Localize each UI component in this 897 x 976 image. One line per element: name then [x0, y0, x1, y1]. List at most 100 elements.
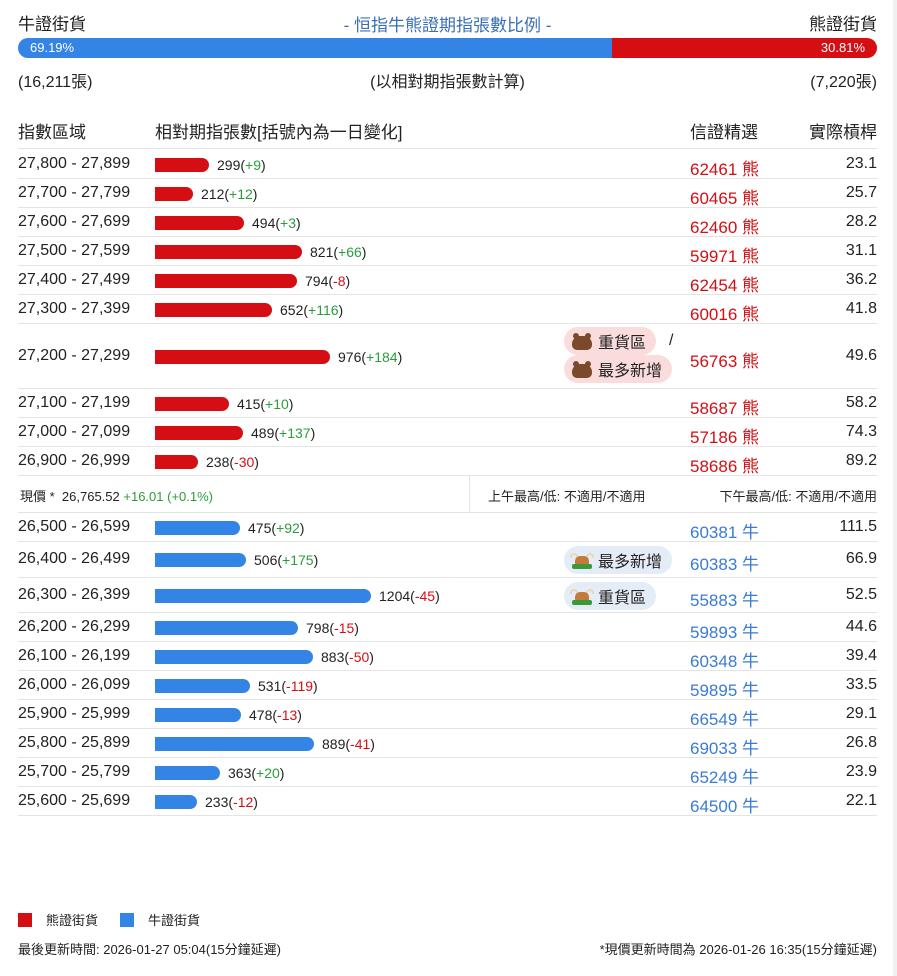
- count-row: (16,211張) (以相對期指張數計算) (7,220張): [18, 68, 877, 91]
- count-value: 531: [258, 677, 282, 694]
- warrant-code-link[interactable]: 59893 牛: [690, 622, 759, 642]
- warrant-code-link[interactable]: 56763 熊: [690, 351, 759, 371]
- legend-item-bull: 牛證街貨: [120, 910, 200, 929]
- legend: 熊證街貨 牛證街貨: [18, 910, 222, 929]
- badge-separator: /: [669, 332, 674, 349]
- contract-count: 475(+92): [248, 519, 305, 536]
- current-price-row: 現價 * 26,765.52 +16.01 (+0.1%) 上午最高/低: 不適…: [18, 475, 877, 513]
- most-new-badge: 最多新增: [564, 355, 673, 383]
- table-row: 26,300 - 26,399 1204(-45) 55883 牛 52.5 重貨區: [18, 578, 877, 613]
- count-value: 889: [322, 735, 346, 752]
- index-range: 26,300 - 26,399: [18, 585, 131, 603]
- bull-icon: [570, 586, 594, 606]
- contract-bar: [155, 794, 197, 809]
- heavy-zone-badge: 重貨區: [564, 581, 657, 610]
- bull-icon-part: [572, 564, 592, 569]
- bull-percentage: 69.19%: [30, 40, 75, 55]
- index-range: 26,500 - 26,599: [18, 517, 131, 535]
- effective-leverage: 28.2: [845, 212, 877, 230]
- bear-icon-part: [572, 336, 592, 350]
- table-row: 27,500 - 27,599 821(+66) 59971 熊 31.1: [18, 237, 877, 266]
- count-change: -45: [414, 587, 436, 604]
- count-change: +10: [265, 395, 289, 412]
- warrant-code-link[interactable]: 62460 熊: [690, 217, 759, 237]
- contract-count: 489(+137): [251, 424, 316, 441]
- warrant-code-link[interactable]: 57186 熊: [690, 427, 759, 447]
- contract-bar: [155, 454, 198, 469]
- warrant-code-link[interactable]: 62461 熊: [690, 159, 759, 179]
- table-row: 26,100 - 26,199 883(-50) 60348 牛 39.4: [18, 642, 877, 671]
- contract-count: 652(+116): [280, 301, 344, 318]
- bear-icon: [570, 359, 594, 379]
- table-row: 27,200 - 27,299 976(+184) 56763 熊 49.6 重貨區 最多…: [18, 324, 877, 389]
- warrant-code-link[interactable]: 59971 熊: [690, 246, 759, 266]
- contract-bar: [155, 678, 250, 693]
- index-range: 26,200 - 26,299: [18, 617, 131, 635]
- effective-leverage: 29.1: [845, 704, 877, 722]
- scrollbar[interactable]: [893, 0, 897, 976]
- morning-high-low: 上午最高/低: 不適用/不適用: [488, 489, 646, 504]
- badge-label: 最多新增: [598, 363, 663, 380]
- last-updated: 最後更新時間: 2026-01-27 05:04(15分鐘延遲): [18, 942, 281, 957]
- count-change: -13: [277, 706, 298, 723]
- warrant-code-link[interactable]: 65249 牛: [690, 767, 759, 787]
- bear-icon-part: [572, 364, 592, 378]
- contract-bar: [155, 553, 246, 567]
- warrant-code-link[interactable]: 60016 熊: [690, 304, 759, 324]
- warrant-code-link[interactable]: 60383 牛: [690, 555, 759, 574]
- warrant-code-link[interactable]: 62454 熊: [690, 275, 759, 295]
- count-change: -8: [333, 272, 346, 289]
- warrant-code-link[interactable]: 59895 牛: [690, 680, 759, 700]
- legend-swatch-bull: [120, 912, 135, 927]
- table-row: 27,100 - 27,199 415(+10) 58687 熊 58.2: [18, 389, 877, 418]
- index-range: 26,100 - 26,199: [18, 646, 131, 664]
- price-updated-note: *現價更新時間為 2026-01-26 16:35(15分鐘延遲): [599, 942, 877, 957]
- table-row: 27,800 - 27,899 299(+9) 62461 熊 23.1: [18, 150, 877, 179]
- count-change: -50: [349, 648, 370, 665]
- warrant-code-link[interactable]: 58686 熊: [690, 456, 759, 476]
- current-price: 現價 * 26,765.52 +16.01 (+0.1%): [20, 486, 213, 505]
- count-value: 821: [310, 243, 334, 260]
- warrant-code-link[interactable]: 69033 牛: [690, 738, 759, 758]
- warrant-code-link[interactable]: 58687 熊: [690, 398, 759, 418]
- effective-leverage: 31.1: [845, 241, 877, 259]
- current-price-change: +16.01 (+0.1%): [123, 489, 213, 504]
- effective-leverage: 52.5: [845, 585, 877, 603]
- effective-leverage: 44.6: [845, 617, 877, 635]
- warrant-code-link[interactable]: 60348 牛: [690, 651, 759, 671]
- ratio-bear-segment: 30.81%: [612, 38, 877, 58]
- current-price-value: 26,765.52: [61, 489, 120, 504]
- warrant-code-link[interactable]: 60465 熊: [690, 188, 759, 208]
- contract-count: 478(-13): [249, 706, 302, 723]
- bear-icon: [570, 331, 594, 351]
- count-change: +137: [279, 424, 311, 441]
- contract-count: 238(-30): [206, 453, 259, 470]
- column-header-range: 指數區域: [18, 123, 86, 142]
- bull-icon-part: [586, 553, 594, 558]
- count-basis: (以相對期指張數計算): [370, 74, 525, 91]
- count-change: +116: [308, 301, 339, 318]
- table-row: 26,500 - 26,599 475(+92) 60381 牛 111.5: [18, 513, 877, 542]
- warrant-code-link[interactable]: 60381 牛: [690, 522, 759, 542]
- count-change: +20: [256, 764, 280, 781]
- bull-icon-part: [570, 588, 578, 594]
- warrant-code-link[interactable]: 66549 牛: [690, 709, 759, 729]
- count-change: -41: [350, 735, 371, 752]
- count-change: -15: [334, 619, 355, 636]
- effective-leverage: 74.3: [845, 422, 877, 440]
- bear-percentage: 30.81%: [820, 40, 865, 55]
- count-value: 506: [254, 552, 278, 568]
- contract-count: 506(+175): [254, 552, 319, 568]
- contract-bar: [155, 396, 229, 411]
- effective-leverage: 89.2: [845, 451, 877, 469]
- warrant-code-link[interactable]: 64500 牛: [690, 796, 759, 816]
- table-row: 25,800 - 25,899 889(-41) 69033 牛 26.8: [18, 729, 877, 758]
- contract-count: 883(-50): [321, 648, 374, 665]
- ratio-bull-segment: 69.19%: [18, 38, 613, 58]
- page-title: - 恒指牛熊證期指張數比例 -: [343, 16, 552, 35]
- count-value: 1204: [379, 587, 411, 604]
- effective-leverage: 111.5: [839, 517, 877, 535]
- warrant-code-link[interactable]: 55883 牛: [690, 590, 759, 610]
- bull-outstanding-label: 牛證街貨: [18, 15, 86, 34]
- contract-bar: [155, 649, 313, 664]
